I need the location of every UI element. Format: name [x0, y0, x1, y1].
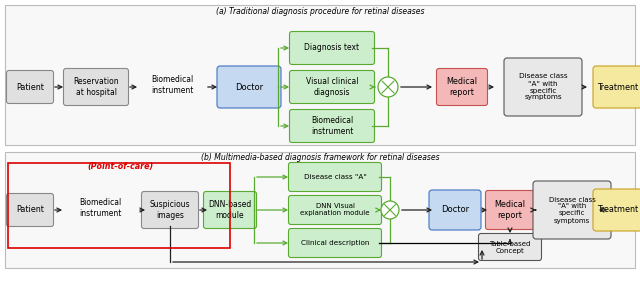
- Text: Disease class
"A" with
specific
symptoms: Disease class "A" with specific symptoms: [548, 196, 595, 224]
- Text: Biomedical
instrument: Biomedical instrument: [151, 75, 193, 95]
- FancyBboxPatch shape: [289, 196, 381, 224]
- Text: Doctor: Doctor: [235, 83, 263, 91]
- Text: Disease class
"A" with
specific
symptoms: Disease class "A" with specific symptoms: [518, 73, 567, 101]
- FancyBboxPatch shape: [533, 181, 611, 239]
- FancyBboxPatch shape: [289, 229, 381, 258]
- FancyBboxPatch shape: [289, 71, 374, 104]
- FancyBboxPatch shape: [436, 68, 488, 106]
- FancyBboxPatch shape: [6, 71, 54, 104]
- Text: Suspicious
images: Suspicious images: [150, 200, 190, 220]
- FancyBboxPatch shape: [141, 191, 198, 229]
- FancyBboxPatch shape: [429, 190, 481, 230]
- Text: Reservation
at hospital: Reservation at hospital: [73, 77, 119, 97]
- FancyBboxPatch shape: [504, 58, 582, 116]
- Text: Biomedical
instrument: Biomedical instrument: [311, 116, 353, 136]
- Text: Medical
report: Medical report: [447, 77, 477, 97]
- Text: (Point-of-care): (Point-of-care): [87, 161, 153, 171]
- FancyBboxPatch shape: [486, 191, 534, 230]
- FancyBboxPatch shape: [479, 234, 541, 260]
- FancyBboxPatch shape: [5, 5, 635, 145]
- Text: Treatment: Treatment: [597, 206, 639, 214]
- FancyBboxPatch shape: [5, 152, 635, 268]
- Circle shape: [381, 201, 399, 219]
- FancyBboxPatch shape: [593, 66, 640, 108]
- FancyBboxPatch shape: [289, 32, 374, 65]
- Text: Patient: Patient: [16, 83, 44, 91]
- Circle shape: [378, 77, 398, 97]
- Text: DNN Visual
explanation module: DNN Visual explanation module: [300, 204, 370, 217]
- Text: Biomedical
instrument: Biomedical instrument: [79, 198, 121, 218]
- Text: Patient: Patient: [16, 206, 44, 214]
- FancyBboxPatch shape: [593, 189, 640, 231]
- Text: Visual clinical
diagnosis: Visual clinical diagnosis: [306, 77, 358, 97]
- FancyBboxPatch shape: [289, 109, 374, 142]
- Text: Medical
report: Medical report: [495, 200, 525, 220]
- FancyBboxPatch shape: [204, 191, 257, 229]
- Text: Doctor: Doctor: [441, 206, 469, 214]
- FancyBboxPatch shape: [6, 194, 54, 227]
- FancyBboxPatch shape: [217, 66, 281, 108]
- Text: Diagnosis text: Diagnosis text: [305, 43, 360, 53]
- Text: Treatment: Treatment: [597, 83, 639, 91]
- Text: Disease class "A": Disease class "A": [303, 174, 367, 180]
- FancyBboxPatch shape: [289, 163, 381, 191]
- FancyBboxPatch shape: [63, 68, 129, 106]
- Text: Table-based
Concept: Table-based Concept: [490, 240, 531, 253]
- Text: (a) Traditional diagnosis procedure for retinal diseases: (a) Traditional diagnosis procedure for …: [216, 6, 424, 16]
- Text: DNN-based
module: DNN-based module: [209, 200, 252, 220]
- Text: Clinical description: Clinical description: [301, 240, 369, 246]
- Text: (b) Multimedia-based diagnosis framework for retinal diseases: (b) Multimedia-based diagnosis framework…: [201, 153, 439, 161]
